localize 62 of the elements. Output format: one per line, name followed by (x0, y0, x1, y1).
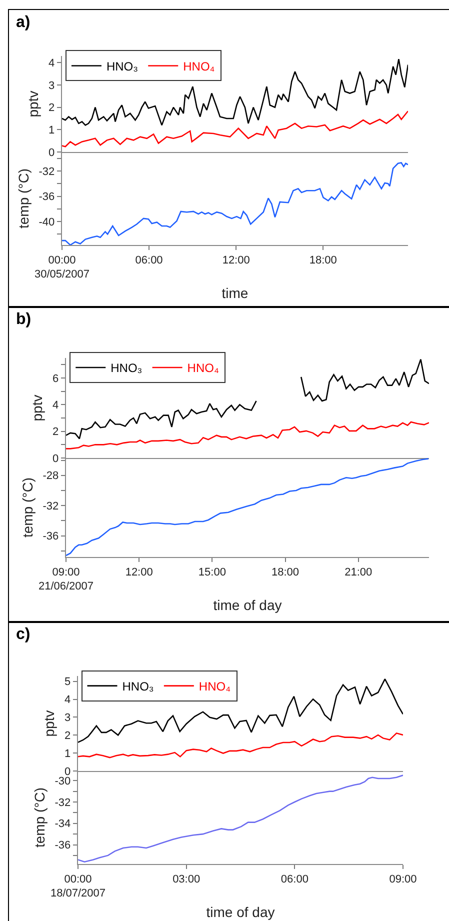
chart-title: b) (16, 311, 32, 328)
y-tick-label: 1 (64, 748, 71, 760)
line-series (78, 774, 403, 863)
x-tick-label: 21:00 (344, 566, 372, 578)
y-tick-label: 4 (48, 58, 55, 70)
y-tick-label: -28 (42, 470, 59, 482)
x-axis-title: time of day (206, 904, 275, 920)
y-axis-title: pptv (29, 394, 46, 422)
line-series (78, 732, 403, 758)
y-tick-label: 3 (64, 712, 71, 724)
y-tick-label: 3 (48, 80, 55, 92)
y-tick-label: 2 (52, 426, 59, 438)
x-tick-label: 12:00 (222, 254, 250, 266)
y-tick-label: -34 (54, 818, 71, 830)
y-axis-title: temp (°C) (19, 477, 36, 538)
y-tick-label: -36 (54, 840, 71, 852)
legend-label: HNO₄ (198, 679, 231, 694)
y-tick-label: -32 (54, 796, 71, 809)
x-tick-label: 00:00 18/07/2007 (50, 873, 106, 900)
y-tick-label: -36 (38, 191, 55, 204)
y-tick-label: 2 (48, 102, 55, 114)
line-series (66, 421, 429, 450)
x-tick-label: 06:00 (280, 873, 308, 886)
y-tick-label: -36 (42, 530, 59, 543)
x-tick-label: 00:00 30/05/2007 (34, 254, 90, 281)
y-tick-label: 5 (64, 676, 71, 688)
line-series (62, 110, 408, 148)
y-tick-label: 0 (52, 452, 59, 465)
x-tick-label: 09:00 (389, 873, 417, 886)
chart-title: c) (16, 626, 30, 644)
x-tick-label: 06:00 (135, 254, 163, 266)
x-axis-title: time of day (213, 596, 282, 613)
line-series (78, 678, 403, 743)
legend-label: HNO₃ (106, 59, 138, 74)
y-tick-label: -32 (42, 500, 59, 512)
y-tick-label: -32 (38, 166, 55, 178)
legend-label: HNO₄ (187, 361, 219, 376)
x-tick-label: 15:00 (198, 566, 226, 578)
y-axis-title: temp (°C) (15, 168, 32, 229)
legend-label: HNO₄ (183, 59, 215, 74)
y-axis-title: pptv (41, 710, 58, 737)
y-axis-title: temp (°C) (31, 787, 48, 848)
y-tick-label: 0 (48, 146, 55, 159)
y-tick-label: 4 (52, 400, 59, 412)
x-tick-label: 12:00 (125, 566, 153, 578)
y-tick-label: 6 (52, 372, 59, 385)
x-tick-label: 18:00 (271, 566, 300, 578)
chart-title: a) (16, 14, 30, 32)
y-axis-title: pptv (25, 90, 42, 118)
x-tick-label: 03:00 (172, 873, 200, 886)
y-tick-label: 2 (64, 730, 71, 742)
x-axis-title: time (222, 284, 248, 301)
y-tick-label: 4 (64, 694, 71, 706)
legend-label: HNO₃ (122, 679, 154, 694)
x-tick-label: 09:00 21/06/2007 (38, 566, 94, 593)
legend-label: HNO₃ (110, 361, 142, 376)
y-tick-label: 1 (48, 124, 55, 137)
line-series (62, 58, 408, 126)
y-tick-label: -40 (38, 216, 55, 228)
x-tick-label: 18:00 (309, 254, 337, 266)
y-tick-label: 0 (64, 766, 71, 778)
y-tick-label: -30 (54, 775, 71, 788)
